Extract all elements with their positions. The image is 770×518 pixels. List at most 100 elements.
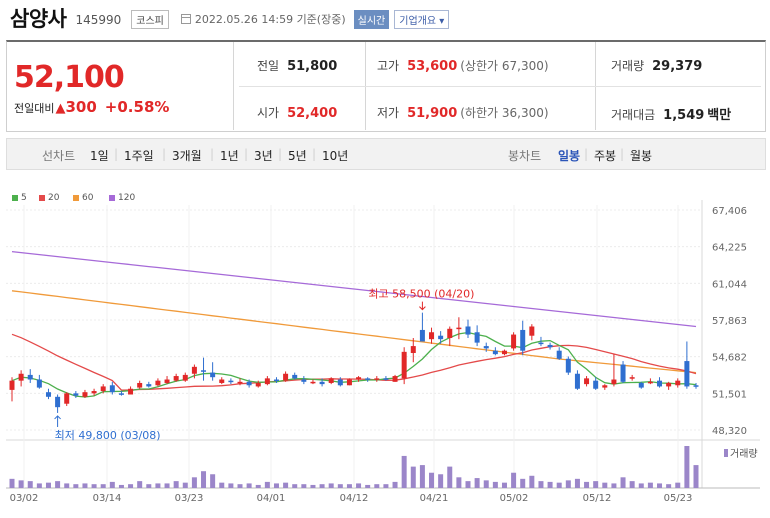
volume-bar bbox=[319, 484, 325, 488]
volume-bar bbox=[538, 481, 544, 488]
candle-body bbox=[684, 361, 690, 387]
candle-body bbox=[128, 388, 134, 395]
candle-body bbox=[64, 393, 70, 404]
high-price: 고가 53,600 (상한가 67,300) bbox=[377, 59, 549, 74]
candle-body bbox=[164, 379, 170, 383]
candle-body bbox=[82, 392, 88, 397]
volume-bar bbox=[9, 478, 15, 488]
realtime-button[interactable]: 실시간 bbox=[353, 9, 390, 29]
volume-bar bbox=[602, 482, 608, 488]
ma120-line bbox=[11, 250, 697, 328]
x-tick-label: 04/21 bbox=[420, 493, 449, 504]
candle-body bbox=[401, 351, 407, 379]
volume-bar bbox=[447, 466, 453, 488]
volume-bar bbox=[501, 482, 507, 488]
tab-5y[interactable]: 5년 bbox=[288, 149, 307, 163]
volume-bar bbox=[128, 484, 134, 488]
volume-bar bbox=[356, 483, 362, 488]
candle-body bbox=[356, 377, 362, 380]
candle-body bbox=[155, 380, 161, 386]
candle-body bbox=[429, 332, 435, 340]
volume-bar bbox=[337, 484, 343, 488]
volume-bar bbox=[492, 481, 498, 488]
candle-body bbox=[246, 381, 252, 386]
candle-body bbox=[483, 346, 489, 349]
volume-bar bbox=[374, 484, 380, 488]
candle-body bbox=[91, 391, 97, 394]
tab-1w[interactable]: 1주일 bbox=[124, 149, 154, 163]
volume-bar bbox=[283, 482, 289, 488]
volume-bar bbox=[310, 484, 316, 488]
volume-bar bbox=[301, 484, 307, 488]
volume-bar bbox=[511, 472, 517, 488]
max-annotation: 최고 58,500 (04/20) bbox=[368, 288, 474, 301]
volume-bar bbox=[438, 474, 444, 488]
legend-ma120: 120 bbox=[109, 193, 135, 203]
volume-bar bbox=[191, 477, 197, 488]
volume-bar bbox=[474, 478, 480, 488]
volume-bar bbox=[565, 480, 571, 488]
candle-body bbox=[602, 385, 608, 388]
tab-3m[interactable]: 3개월 bbox=[172, 149, 202, 163]
candle-body bbox=[173, 376, 179, 381]
volume-bar bbox=[219, 482, 225, 488]
volume-bar bbox=[483, 480, 489, 488]
volume-bar bbox=[109, 481, 115, 488]
min-arrow-icon bbox=[54, 415, 61, 427]
up-arrow-icon: ▲ bbox=[55, 101, 66, 116]
candle-body bbox=[574, 373, 580, 389]
candle-body bbox=[638, 382, 644, 388]
candle-body bbox=[292, 374, 298, 379]
max-arrow-icon bbox=[419, 301, 426, 311]
candle-body bbox=[383, 378, 389, 380]
ma60-line bbox=[11, 290, 697, 374]
candle-chart-label[interactable]: 봉차트 bbox=[508, 149, 542, 163]
tab-10y[interactable]: 10년 bbox=[322, 149, 349, 163]
tab-1d[interactable]: 1일 bbox=[90, 149, 109, 163]
divider bbox=[239, 86, 761, 87]
volume-bar bbox=[410, 466, 416, 488]
candle-body bbox=[100, 386, 106, 392]
candle-body bbox=[529, 326, 535, 336]
candle-body bbox=[538, 342, 544, 345]
line-chart-label[interactable]: 선차트 bbox=[42, 149, 76, 163]
candle-body bbox=[365, 378, 371, 380]
candle-body bbox=[182, 374, 188, 381]
tab-3y[interactable]: 3년 bbox=[254, 149, 273, 163]
candle-body bbox=[410, 346, 416, 354]
candle-body bbox=[465, 326, 471, 335]
legend-ma20: 20 bbox=[39, 193, 59, 203]
volume-bar bbox=[529, 475, 535, 488]
candle-body bbox=[273, 379, 279, 382]
tab-monthly[interactable]: 월봉 bbox=[630, 149, 653, 163]
candle-body bbox=[419, 329, 425, 342]
tab-daily[interactable]: 일봉 bbox=[558, 149, 581, 163]
volume-bar bbox=[255, 484, 261, 488]
ma20-line bbox=[11, 333, 697, 391]
market-badge: 코스피 bbox=[131, 9, 169, 29]
candle-body bbox=[191, 366, 197, 374]
volume-bar bbox=[210, 474, 216, 488]
tab-weekly[interactable]: 주봉 bbox=[594, 149, 617, 163]
volume-bar bbox=[629, 481, 635, 488]
candle-body bbox=[647, 381, 653, 384]
volume-bar bbox=[273, 483, 279, 488]
candle-body bbox=[492, 350, 498, 355]
volume-bar bbox=[173, 481, 179, 488]
volume-bar bbox=[164, 483, 170, 488]
trade-volume: 거래량 29,379 bbox=[611, 59, 703, 74]
chart-period-tabs: 선차트 1일 | 1주일 | 3개월 | 1년 | 3년 | 5년 | 10년 … bbox=[6, 138, 766, 170]
volume-bar bbox=[684, 446, 690, 488]
volume-bar bbox=[574, 478, 580, 488]
volume-bar bbox=[611, 483, 617, 488]
volume-bar bbox=[118, 484, 124, 488]
tab-1y[interactable]: 1년 bbox=[220, 149, 239, 163]
volume-bar bbox=[429, 472, 435, 488]
volume-bar bbox=[693, 465, 699, 488]
volume-bar bbox=[593, 481, 599, 488]
company-info-dropdown[interactable]: 기업개요 ▾ bbox=[394, 9, 450, 29]
candle-body bbox=[501, 350, 507, 355]
prev-close: 전일 51,800 bbox=[257, 59, 338, 74]
stock-code: 145990 bbox=[75, 12, 122, 27]
